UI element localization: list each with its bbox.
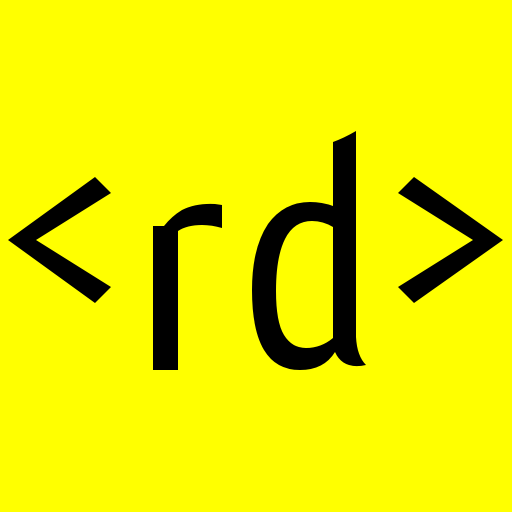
right-angle-bracket-glyph (398, 177, 503, 303)
left-angle-bracket-glyph (8, 177, 111, 303)
letter-r-glyph (153, 203, 222, 370)
letter-d-glyph (252, 131, 366, 370)
